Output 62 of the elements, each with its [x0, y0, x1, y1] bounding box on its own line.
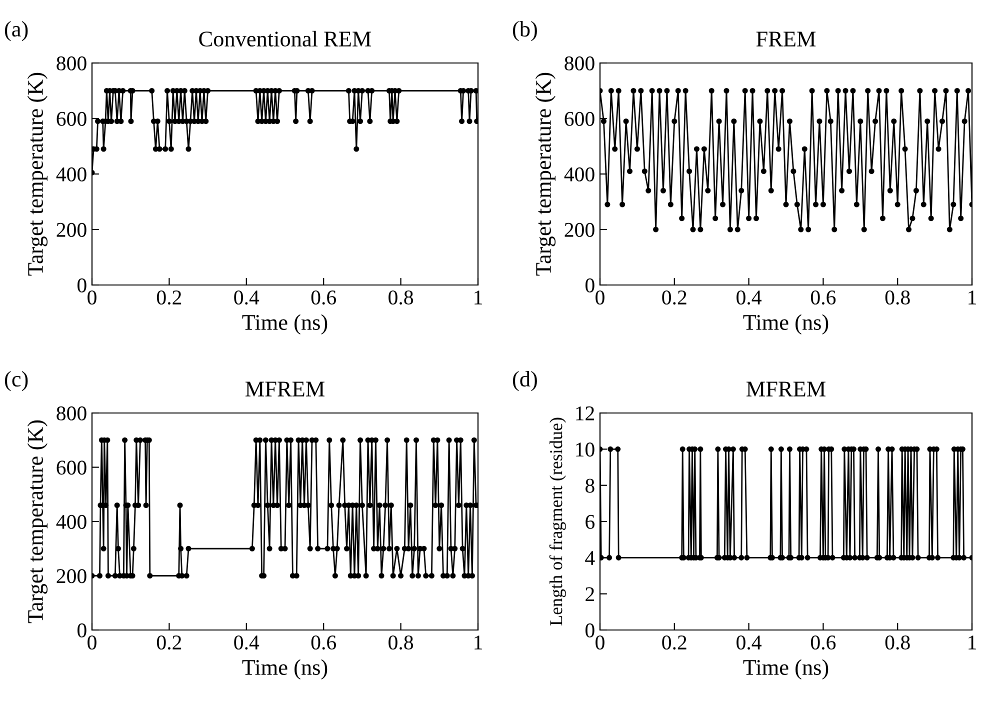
x-tick-label: 0: [596, 290, 604, 305]
x-tick-label: 0.8: [885, 290, 910, 305]
x-tick-label: 1: [474, 636, 482, 650]
text: (c): [4, 371, 28, 392]
y-tick-label: 600: [56, 112, 86, 126]
y-tick-label: 4: [585, 551, 595, 565]
x-tick-label: 0: [88, 290, 96, 305]
y-tick-label: 800: [56, 406, 86, 420]
y-axis-title: Target temperature (K): [27, 72, 48, 276]
x-axis-title: Time (ns): [743, 659, 828, 680]
x-tick-label: 0.4: [736, 290, 762, 305]
y-axis-title: Length of fragment (residue): [549, 418, 566, 626]
y-tick-label: 200: [56, 222, 86, 237]
text: (a): [4, 21, 28, 42]
x-tick-label: 0.6: [311, 635, 336, 650]
y-tick-label: 10: [576, 442, 594, 457]
x-axis-title: Time (ns): [242, 659, 328, 680]
x-tick-label: 0.8: [885, 635, 910, 650]
x-tick-label: 0.4: [736, 635, 762, 650]
x-tick-label: 0.4: [234, 290, 260, 305]
y-tick-label: 0: [586, 278, 594, 292]
y-tick-label: 200: [564, 222, 594, 237]
y-tick-label: 800: [56, 56, 86, 70]
x-tick-label: 1: [968, 290, 976, 304]
x-tick-label: 1: [968, 636, 976, 650]
y-axis-title: Target temperature (K): [27, 420, 48, 624]
x-tick-label: 0.2: [662, 290, 686, 305]
y-tick-label: 400: [56, 167, 86, 182]
x-tick-label: 0.8: [388, 635, 414, 650]
x-tick-label: 0.6: [810, 635, 836, 650]
x-axis-title: Time (ns): [743, 314, 828, 334]
chart-title: Conventional REM: [199, 30, 372, 47]
y-tick-label: 400: [564, 167, 594, 182]
y-tick-label: 800: [564, 56, 594, 70]
y-tick-label: 0: [78, 623, 86, 638]
y-tick-label: 600: [564, 112, 594, 126]
y-tick-label: 400: [56, 514, 86, 529]
y-tick-label: 6: [586, 514, 595, 529]
x-tick-label: 0: [596, 635, 604, 650]
chart-title: MFREM: [246, 382, 324, 396]
text: (d): [512, 371, 537, 392]
x-tick-label: 1: [474, 290, 482, 304]
x-tick-label: 0.4: [234, 635, 260, 650]
text: (b): [512, 21, 537, 42]
x-axis-title: Time (ns): [242, 314, 328, 334]
y-tick-label: 0: [586, 623, 594, 638]
y-tick-label: 2: [586, 587, 594, 602]
y-tick-label: 600: [56, 460, 86, 475]
x-tick-label: 0.6: [810, 290, 836, 305]
x-tick-label: 0.8: [388, 290, 414, 305]
x-tick-label: 0.2: [156, 635, 182, 650]
y-tick-label: 12: [576, 406, 594, 420]
x-tick-label: 0.2: [662, 635, 686, 650]
x-tick-label: 0.6: [311, 290, 336, 305]
y-tick-label: 200: [56, 569, 86, 584]
y-axis-title: Target temperature (K): [535, 72, 556, 276]
chart-title: FREM: [756, 32, 816, 46]
chart-title: MFREM: [746, 382, 826, 396]
x-tick-label: 0.2: [156, 290, 182, 305]
y-tick-label: 0: [78, 278, 86, 292]
y-tick-label: 8: [586, 478, 594, 493]
x-tick-label: 0: [88, 635, 96, 650]
